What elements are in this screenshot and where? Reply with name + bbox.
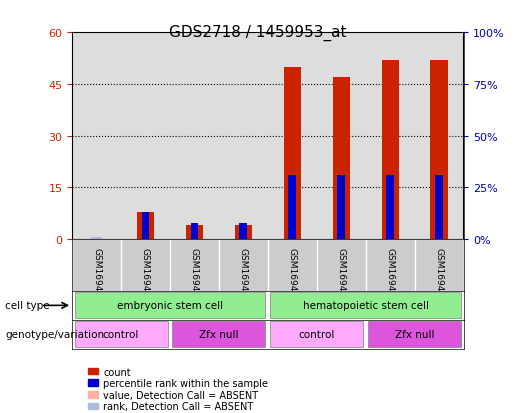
Text: GSM169456: GSM169456 <box>141 247 150 302</box>
Text: Zfx null: Zfx null <box>395 330 434 339</box>
Bar <box>431 61 448 240</box>
Bar <box>191 223 198 240</box>
FancyBboxPatch shape <box>270 292 461 319</box>
Text: GSM169463: GSM169463 <box>386 247 394 302</box>
Bar <box>142 213 149 240</box>
Text: GSM169464: GSM169464 <box>435 247 443 302</box>
FancyBboxPatch shape <box>270 321 363 348</box>
Bar <box>435 176 443 240</box>
Bar <box>235 226 252 240</box>
Text: percentile rank within the sample: percentile rank within the sample <box>103 378 268 388</box>
FancyBboxPatch shape <box>368 321 461 348</box>
Bar <box>386 176 394 240</box>
Text: value, Detection Call = ABSENT: value, Detection Call = ABSENT <box>103 390 258 400</box>
Bar <box>337 176 345 240</box>
Bar <box>288 176 296 240</box>
Text: rank, Detection Call = ABSENT: rank, Detection Call = ABSENT <box>103 401 253 411</box>
Text: GSM169460: GSM169460 <box>239 247 248 302</box>
FancyBboxPatch shape <box>75 292 265 319</box>
Text: GSM169455: GSM169455 <box>92 247 101 302</box>
Text: GSM169466: GSM169466 <box>337 247 346 302</box>
Text: control: control <box>103 330 139 339</box>
Text: cell type: cell type <box>5 301 50 311</box>
Text: count: count <box>103 367 131 377</box>
FancyBboxPatch shape <box>173 321 265 348</box>
Text: GSM169465: GSM169465 <box>288 247 297 302</box>
Bar <box>137 212 154 240</box>
Bar <box>284 67 301 240</box>
FancyBboxPatch shape <box>75 321 167 348</box>
Text: GSM169459: GSM169459 <box>190 247 199 302</box>
Text: GDS2718 / 1459953_at: GDS2718 / 1459953_at <box>169 25 346 41</box>
Text: control: control <box>299 330 335 339</box>
Bar <box>333 78 350 240</box>
Bar <box>239 223 247 240</box>
Bar <box>92 237 101 240</box>
Bar <box>382 61 399 240</box>
Text: hematopoietic stem cell: hematopoietic stem cell <box>303 301 428 311</box>
Text: embryonic stem cell: embryonic stem cell <box>117 301 223 311</box>
Text: Zfx null: Zfx null <box>199 330 238 339</box>
Text: genotype/variation: genotype/variation <box>5 330 104 339</box>
Bar <box>186 226 203 240</box>
